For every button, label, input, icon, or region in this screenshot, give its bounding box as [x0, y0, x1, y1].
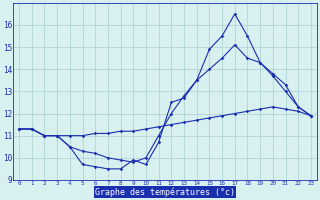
X-axis label: Graphe des températures (°c): Graphe des températures (°c) — [95, 188, 235, 197]
